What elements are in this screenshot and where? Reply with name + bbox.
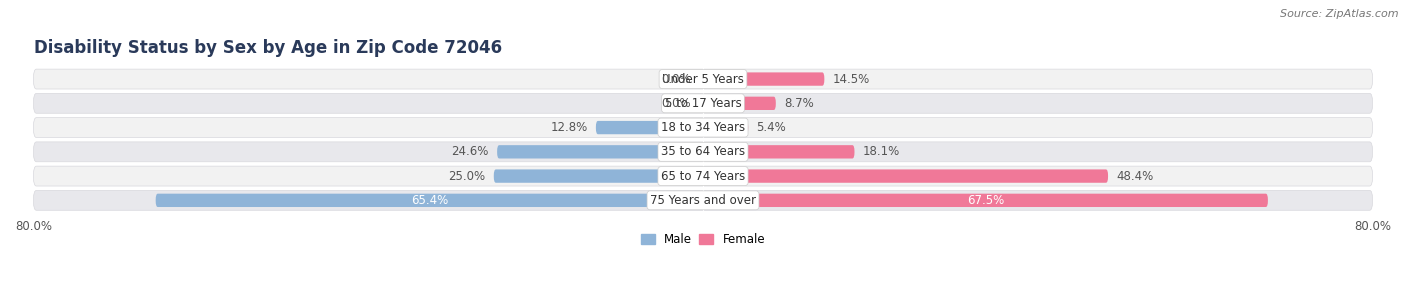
Text: 12.8%: 12.8% — [550, 121, 588, 134]
Text: 5 to 17 Years: 5 to 17 Years — [665, 97, 741, 110]
FancyBboxPatch shape — [34, 118, 1372, 138]
Text: 0.0%: 0.0% — [661, 73, 690, 86]
Text: 5.4%: 5.4% — [756, 121, 786, 134]
Text: Disability Status by Sex by Age in Zip Code 72046: Disability Status by Sex by Age in Zip C… — [34, 39, 502, 57]
Legend: Male, Female: Male, Female — [636, 229, 770, 251]
FancyBboxPatch shape — [34, 166, 1372, 186]
Text: 0.0%: 0.0% — [661, 97, 690, 110]
FancyBboxPatch shape — [34, 69, 1372, 89]
Text: Under 5 Years: Under 5 Years — [662, 73, 744, 86]
FancyBboxPatch shape — [34, 93, 1372, 113]
Text: 25.0%: 25.0% — [449, 170, 485, 183]
FancyBboxPatch shape — [703, 72, 824, 86]
FancyBboxPatch shape — [703, 97, 776, 110]
FancyBboxPatch shape — [703, 169, 1108, 183]
Text: 18 to 34 Years: 18 to 34 Years — [661, 121, 745, 134]
FancyBboxPatch shape — [596, 121, 703, 134]
Text: 48.4%: 48.4% — [1116, 170, 1154, 183]
Text: 14.5%: 14.5% — [832, 73, 870, 86]
FancyBboxPatch shape — [498, 145, 703, 159]
Text: Source: ZipAtlas.com: Source: ZipAtlas.com — [1281, 9, 1399, 19]
Text: 24.6%: 24.6% — [451, 145, 489, 158]
Text: 75 Years and over: 75 Years and over — [650, 194, 756, 207]
FancyBboxPatch shape — [34, 190, 1372, 210]
Text: 35 to 64 Years: 35 to 64 Years — [661, 145, 745, 158]
Text: 18.1%: 18.1% — [863, 145, 900, 158]
Text: 8.7%: 8.7% — [785, 97, 814, 110]
FancyBboxPatch shape — [703, 145, 855, 159]
FancyBboxPatch shape — [703, 194, 1268, 207]
Text: 65.4%: 65.4% — [411, 194, 449, 207]
FancyBboxPatch shape — [34, 142, 1372, 162]
FancyBboxPatch shape — [703, 121, 748, 134]
FancyBboxPatch shape — [156, 194, 703, 207]
FancyBboxPatch shape — [494, 169, 703, 183]
Text: 67.5%: 67.5% — [967, 194, 1004, 207]
Text: 65 to 74 Years: 65 to 74 Years — [661, 170, 745, 183]
